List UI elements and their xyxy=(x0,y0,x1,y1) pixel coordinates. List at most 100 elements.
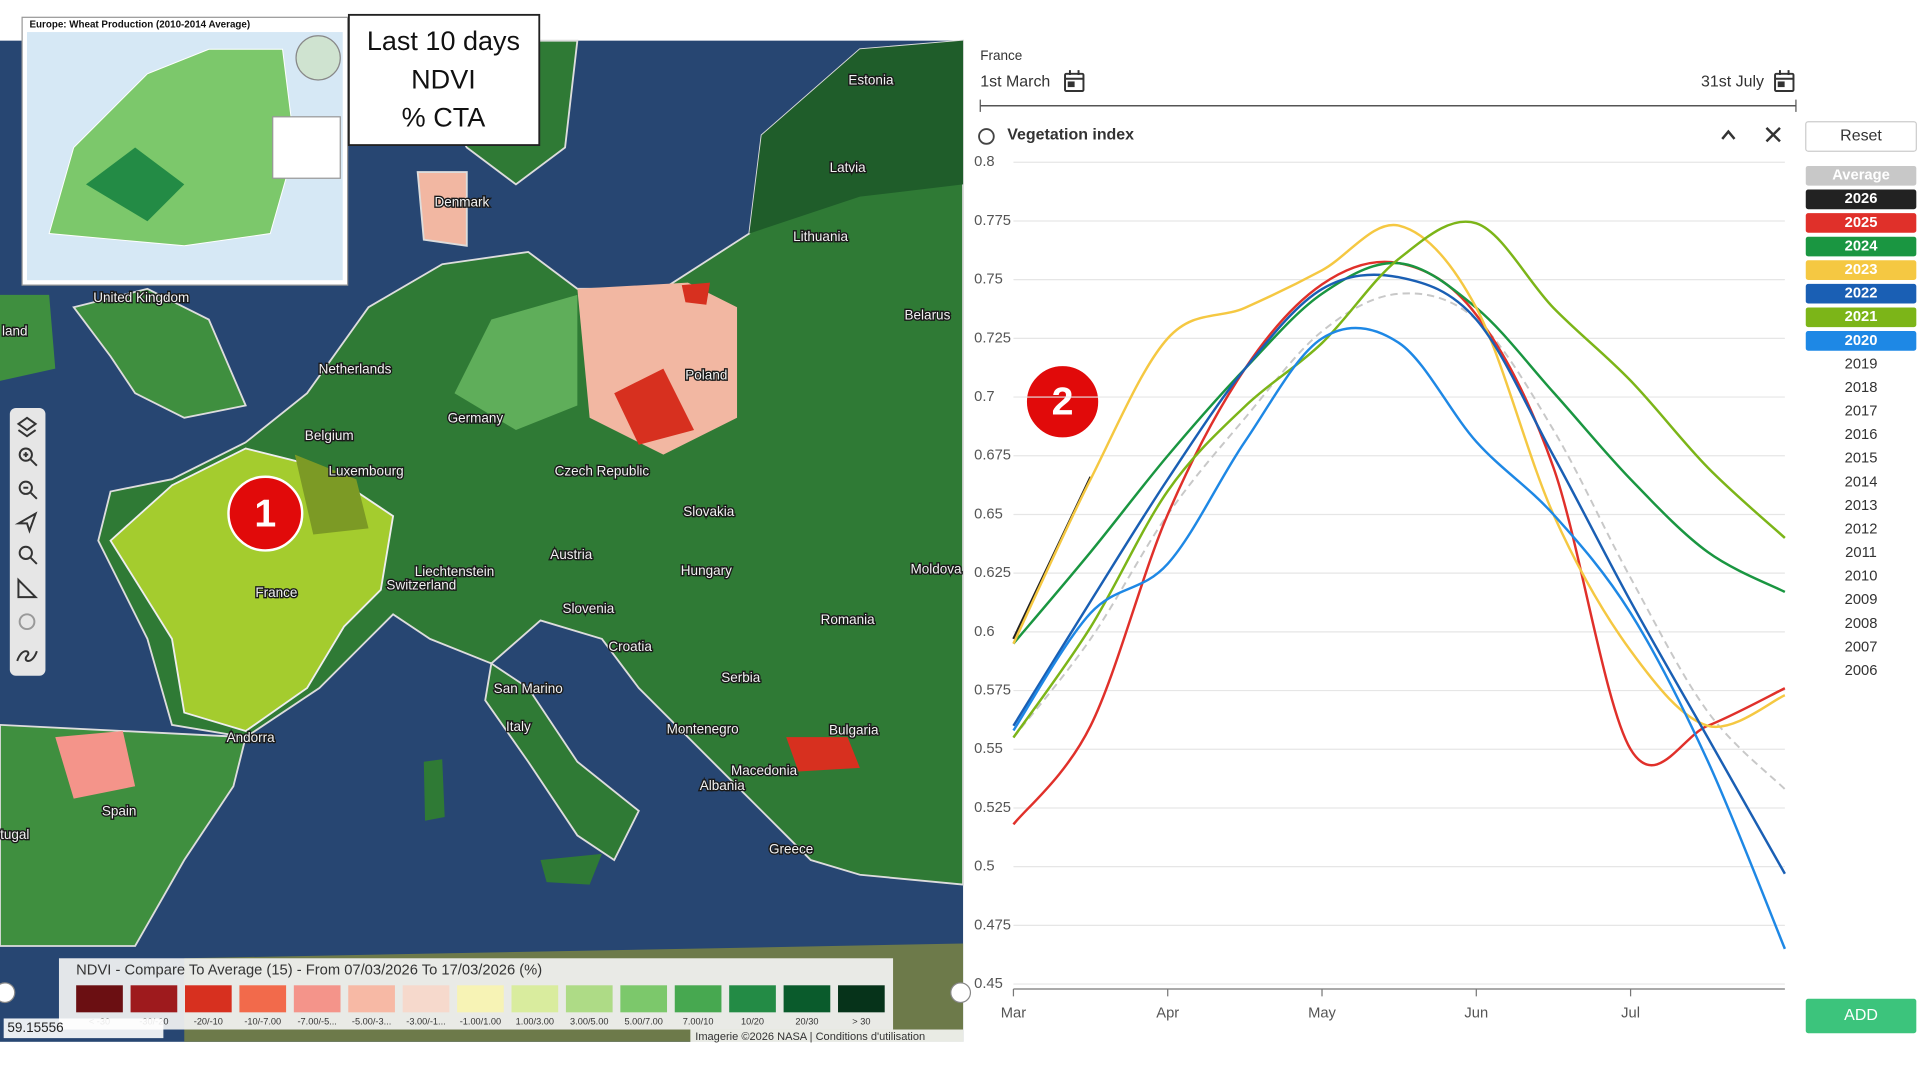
legend-swatch-label: 7.00/10 xyxy=(683,1017,714,1027)
map-label: Czech Republic xyxy=(555,463,650,478)
legend-year-option[interactable]: 2006 xyxy=(1845,663,1878,679)
y-tick-label: 0.675 xyxy=(974,448,1011,464)
coordinates: 59.15556 xyxy=(7,1020,63,1035)
poland-patch xyxy=(614,368,695,445)
legend-button[interactable] xyxy=(1805,260,1917,280)
map-label: Albania xyxy=(700,778,746,793)
map-label: San Marino xyxy=(494,681,563,696)
map-label: Hungary xyxy=(681,563,732,578)
draw-button[interactable] xyxy=(16,650,38,662)
legend-swatch xyxy=(402,985,450,1013)
legend-button[interactable] xyxy=(1805,236,1917,257)
legend-swatch-label: > 30 xyxy=(852,1017,870,1027)
toolbar-icons xyxy=(14,416,38,662)
map-label: Greece xyxy=(769,842,813,857)
legend-year-option[interactable]: 2019 xyxy=(1845,356,1878,372)
legend-button[interactable] xyxy=(1805,213,1917,233)
poland-patch xyxy=(681,282,711,305)
map-label: Denmark xyxy=(434,194,489,209)
legend-year-option[interactable]: 2007 xyxy=(1845,639,1878,655)
map-label: Liechtenstein xyxy=(415,564,495,579)
map-label: United Kingdom xyxy=(93,290,189,305)
add-label: ADD xyxy=(1844,1007,1878,1024)
map-label: Poland xyxy=(685,368,727,383)
marker-number: 1 xyxy=(254,491,276,535)
marker-badge xyxy=(1024,363,1101,440)
country-label: France xyxy=(980,48,1022,63)
legend-year-option[interactable]: 2013 xyxy=(1845,498,1878,514)
legend-year-option[interactable]: 2010 xyxy=(1845,569,1878,585)
x-tick-label: Mar xyxy=(1001,1005,1026,1021)
legend-swatch xyxy=(293,985,341,1013)
y-tick-label: 0.55 xyxy=(974,741,1003,757)
legend-button[interactable] xyxy=(1805,307,1917,328)
legend-year-option[interactable]: 2012 xyxy=(1845,521,1878,537)
map-label: Moldova xyxy=(911,562,963,577)
y-tick-label: 0.75 xyxy=(974,272,1003,288)
legend-year-option[interactable]: 2017 xyxy=(1845,404,1878,420)
end-calendar-button[interactable] xyxy=(1774,70,1795,92)
close-button[interactable] xyxy=(1765,127,1781,143)
germany-area xyxy=(454,294,578,431)
x-tick-label: Jul xyxy=(1621,1005,1640,1021)
callout-line: Last 10 days xyxy=(367,26,520,56)
map-label: Bulgaria xyxy=(829,723,879,738)
legend-swatch-label: 5.00/7.00 xyxy=(624,1017,662,1027)
map-label: Austria xyxy=(550,547,593,562)
map-label: Germany xyxy=(448,411,504,426)
marker-number: 2 xyxy=(1052,380,1074,424)
legend-year-option[interactable]: 2014 xyxy=(1845,474,1878,490)
legend-year-option[interactable]: 2011 xyxy=(1845,545,1877,561)
target-button[interactable] xyxy=(18,613,36,631)
legend-label: Average xyxy=(1832,168,1890,184)
zoom-out-button[interactable] xyxy=(18,480,38,500)
series-line xyxy=(1012,273,1786,875)
map-label: Andorra xyxy=(227,730,276,745)
reset-button[interactable] xyxy=(1805,121,1917,152)
map-label: land xyxy=(2,323,28,338)
start-date: 1st March xyxy=(980,74,1050,91)
y-tick-label: 0.8 xyxy=(974,154,994,170)
legend-swatch xyxy=(184,985,232,1013)
layers-button[interactable] xyxy=(16,416,38,438)
legend-button[interactable] xyxy=(1805,331,1917,351)
start-calendar-button[interactable] xyxy=(1064,70,1085,92)
locate-button[interactable] xyxy=(14,511,38,534)
map-label: Belgium xyxy=(305,428,354,443)
map-legend-title: NDVI - Compare To Average (15) - From 07… xyxy=(76,962,542,978)
map-label: France xyxy=(255,585,297,600)
legend-year-option[interactable]: 2008 xyxy=(1845,616,1878,632)
legend-year-option[interactable]: 2009 xyxy=(1845,592,1878,608)
callout-box xyxy=(347,13,541,146)
legend-swatch xyxy=(783,985,831,1013)
legend-label: 2023 xyxy=(1845,262,1878,278)
legend-swatch-label: 3.00/5.00 xyxy=(570,1017,608,1027)
collapse-button[interactable] xyxy=(1721,129,1736,140)
legend-button[interactable] xyxy=(1805,165,1917,186)
y-tick-label: 0.5 xyxy=(974,859,994,875)
scroll-left[interactable] xyxy=(0,982,16,1004)
legend-button[interactable] xyxy=(1805,189,1917,210)
legend-swatch xyxy=(76,985,123,1013)
zoom-in-button[interactable] xyxy=(18,447,38,467)
measure-button[interactable] xyxy=(17,577,38,599)
scroll-right[interactable] xyxy=(950,982,972,1004)
add-button[interactable] xyxy=(1805,998,1917,1034)
map-label: Lithuania xyxy=(793,229,848,244)
legend-swatch-label: -5.00/-3... xyxy=(352,1017,391,1027)
legend-year-option[interactable]: 2016 xyxy=(1845,427,1878,443)
legend-swatch-label: -7.00/-5... xyxy=(297,1017,336,1027)
legend-swatch xyxy=(457,985,504,1013)
poland-area xyxy=(577,282,738,455)
y-tick-label: 0.45 xyxy=(974,976,1003,992)
x-tick-label: May xyxy=(1308,1005,1336,1021)
legend-swatch xyxy=(565,985,613,1013)
search-button[interactable] xyxy=(18,545,38,565)
map-label: Luxembourg xyxy=(329,463,404,478)
legend-button[interactable] xyxy=(1805,283,1917,304)
legend-label: 2022 xyxy=(1845,286,1878,302)
legend-year-option[interactable]: 2015 xyxy=(1845,451,1878,467)
legend-year-option[interactable]: 2018 xyxy=(1845,380,1878,396)
